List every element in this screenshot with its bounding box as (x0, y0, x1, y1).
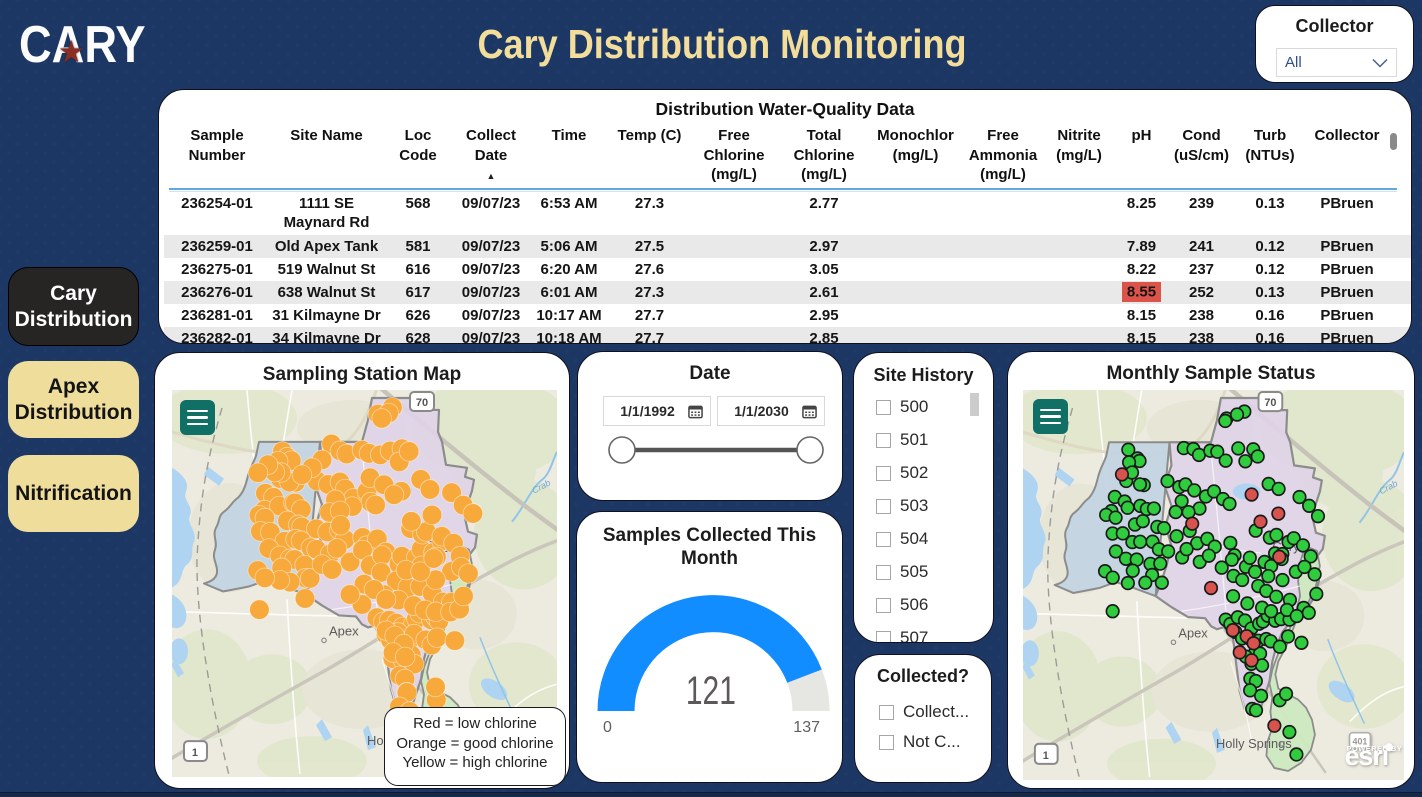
svg-text:esri: esri (1345, 741, 1389, 771)
svg-text:Apex: Apex (1178, 625, 1208, 640)
svg-text:1: 1 (192, 747, 198, 759)
svg-text:70: 70 (416, 397, 428, 409)
svg-text:401: 401 (1353, 736, 1368, 746)
svg-text:Holly Springs: Holly Springs (1216, 736, 1292, 751)
svg-text:Apex: Apex (329, 623, 359, 638)
svg-text:1: 1 (1043, 750, 1049, 762)
svg-text:POWERED BY: POWERED BY (1347, 744, 1403, 753)
svg-text:70: 70 (1264, 397, 1276, 409)
